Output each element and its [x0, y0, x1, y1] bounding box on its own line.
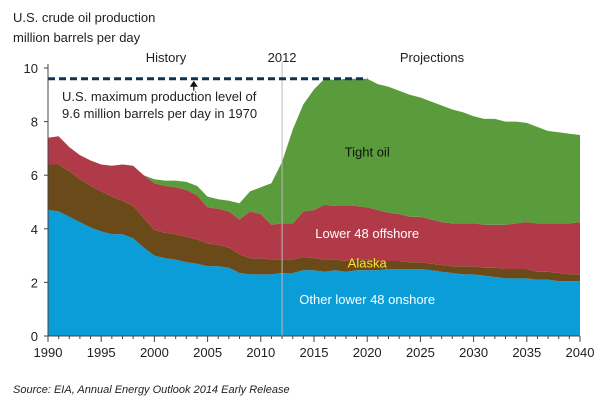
- y-tick-label: 8: [31, 115, 38, 130]
- y-tick-label: 4: [31, 222, 38, 237]
- x-tick-label: 2020: [353, 345, 382, 360]
- series-label-tight: Tight oil: [345, 144, 390, 159]
- chart-title-line1: U.S. crude oil production: [13, 10, 155, 25]
- x-tick-label: 2000: [140, 345, 169, 360]
- area-tight: [48, 78, 580, 225]
- x-tick-label: 2025: [406, 345, 435, 360]
- projections-label: Projections: [400, 50, 465, 65]
- annotation-arrow-icon: [189, 80, 198, 87]
- area-onshore: [48, 210, 580, 336]
- x-tick-label: 1995: [87, 345, 116, 360]
- x-tick-label: 2035: [512, 345, 541, 360]
- x-tick-label: 1990: [34, 345, 63, 360]
- stacked-areas: [48, 78, 580, 336]
- y-tick-label: 6: [31, 168, 38, 183]
- divider-year-label: 2012: [268, 50, 297, 65]
- y-tick-label: 0: [31, 329, 38, 344]
- max-annotation-line1: U.S. maximum production level of: [62, 89, 257, 104]
- source-note: Source: EIA, Annual Energy Outlook 2014 …: [13, 384, 290, 396]
- series-label-alaska: Alaska: [348, 256, 388, 271]
- y-tick-label: 2: [31, 275, 38, 290]
- y-tick-label: 10: [24, 61, 38, 76]
- x-tick-label: 2030: [459, 345, 488, 360]
- max-annotation-line2: 9.6 million barrels per day in 1970: [62, 106, 257, 121]
- chart-title-line2: million barrels per day: [13, 30, 141, 45]
- history-label: History: [146, 50, 187, 65]
- x-tick-label: 2010: [246, 345, 275, 360]
- chart-overlay: Other lower 48 onshore Alaska Lower 48 off…: [24, 50, 595, 360]
- series-label-onshore: Other lower 48 onshore: [299, 292, 435, 307]
- series-label-offshore: Lower 48 offshore: [315, 226, 419, 241]
- area-offshore: [48, 136, 580, 275]
- x-tick-label: 2015: [300, 345, 329, 360]
- area-alaska: [48, 164, 580, 282]
- x-tick-label: 2040: [566, 345, 595, 360]
- x-tick-label: 2005: [193, 345, 222, 360]
